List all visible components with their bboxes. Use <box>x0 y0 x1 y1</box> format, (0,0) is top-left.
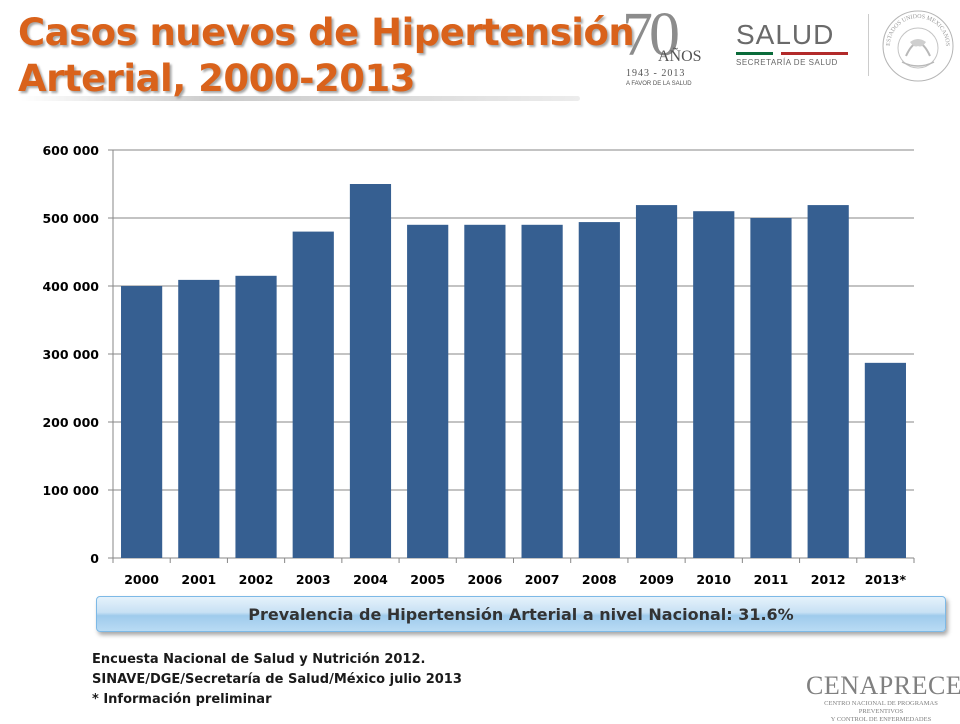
slide-title: Casos nuevos de Hipertensión Arterial, 2… <box>18 10 635 102</box>
bar <box>407 224 449 559</box>
salud-logo: SALUD SECRETARÍA DE SALUD <box>736 20 860 67</box>
bar <box>349 184 392 558</box>
bar <box>235 275 277 558</box>
source-notes: Encuesta Nacional de Salud y Nutrición 2… <box>92 650 462 710</box>
x-tick-label: 2006 <box>467 572 502 587</box>
x-tick-label: 2012 <box>811 572 846 587</box>
y-tick-label: 600 000 <box>42 143 99 158</box>
bar <box>292 231 334 558</box>
bar <box>807 205 849 558</box>
anniversary-tagline: A FAVOR DE LA SALUD <box>626 81 692 87</box>
bar-chart-svg: 0 100 000 200 000 300 000 400 000 500 000 600 … <box>42 143 915 587</box>
source-line-3: * Información preliminar <box>92 692 272 707</box>
y-tick-label: 300 000 <box>42 347 99 362</box>
prevalence-banner-text: Prevalencia de Hipertensión Arterial a n… <box>248 604 794 624</box>
cenaprece-logo-subtitle-2: Y CONTROL DE ENFERMEDADES <box>830 716 932 723</box>
bar <box>750 218 792 558</box>
slide-title-line-1: Casos nuevos de Hipertensión <box>18 11 635 54</box>
source-line-2: SINAVE/DGE/Secretaría de Salud/México ju… <box>92 672 462 687</box>
x-tick-label: 2007 <box>525 572 560 587</box>
cenaprece-logo-subtitle-1: CENTRO NACIONAL DE PROGRAMAS PREVENTIVOS <box>824 700 938 715</box>
bar <box>864 362 906 558</box>
y-tick-label: 200 000 <box>42 415 99 430</box>
bar <box>521 224 563 559</box>
x-tick-label: 2003 <box>296 572 331 587</box>
prevalence-banner: Prevalencia de Hipertensión Arterial a n… <box>96 596 946 632</box>
x-tick-label: 2008 <box>582 572 617 587</box>
x-tick-label: 2002 <box>239 572 274 587</box>
salud-logo-subtitle: SECRETARÍA DE SALUD <box>736 58 838 67</box>
x-tick-label: 2013* <box>865 572 907 587</box>
slide-title-line-2: Arterial, 2000-2013 <box>18 57 416 100</box>
x-tick-label: 2010 <box>696 572 731 587</box>
anniversary-70-logo: 70 AÑOS 1943 - 2013 A FAVOR DE LA SALUD <box>622 1 706 90</box>
y-tick-label: 100 000 <box>42 483 99 498</box>
cenaprece-logo-name: CENAPRECE <box>806 671 960 700</box>
x-tick-label: 2011 <box>754 572 789 587</box>
logo-divider <box>868 14 869 76</box>
y-tick-label: 0 <box>90 551 99 566</box>
x-tick-label: 2004 <box>353 572 388 587</box>
x-tick-label: 2000 <box>124 572 159 587</box>
bar-chart: 0 100 000 200 000 300 000 400 000 500 000 600 … <box>0 130 960 600</box>
x-tick-label: 2005 <box>410 572 445 587</box>
bar <box>178 279 220 558</box>
salud-logo-name: SALUD <box>736 19 835 50</box>
cenaprece-logo: CENAPRECE CENTRO NACIONAL DE PROGRAMAS P… <box>806 671 960 724</box>
bar <box>635 205 678 558</box>
bar <box>464 224 506 559</box>
mexico-seal-icon: ESTADOS UNIDOS MEXICANOS <box>882 10 954 82</box>
title-underline <box>20 96 580 101</box>
bar <box>121 286 163 558</box>
x-tick-label: 2009 <box>639 572 674 587</box>
x-tick-label: 2001 <box>181 572 216 587</box>
bar <box>693 211 735 558</box>
anniversary-number: 70 <box>622 1 680 69</box>
source-line-1: Encuesta Nacional de Salud y Nutrición 2… <box>92 652 426 667</box>
salud-logo-stripe <box>736 52 848 55</box>
y-tick-label: 500 000 <box>42 211 99 226</box>
anniversary-years: 1943 - 2013 <box>626 68 686 79</box>
y-tick-label: 400 000 <box>42 279 99 294</box>
bar <box>578 222 620 558</box>
anniversary-anos: AÑOS <box>658 48 702 65</box>
